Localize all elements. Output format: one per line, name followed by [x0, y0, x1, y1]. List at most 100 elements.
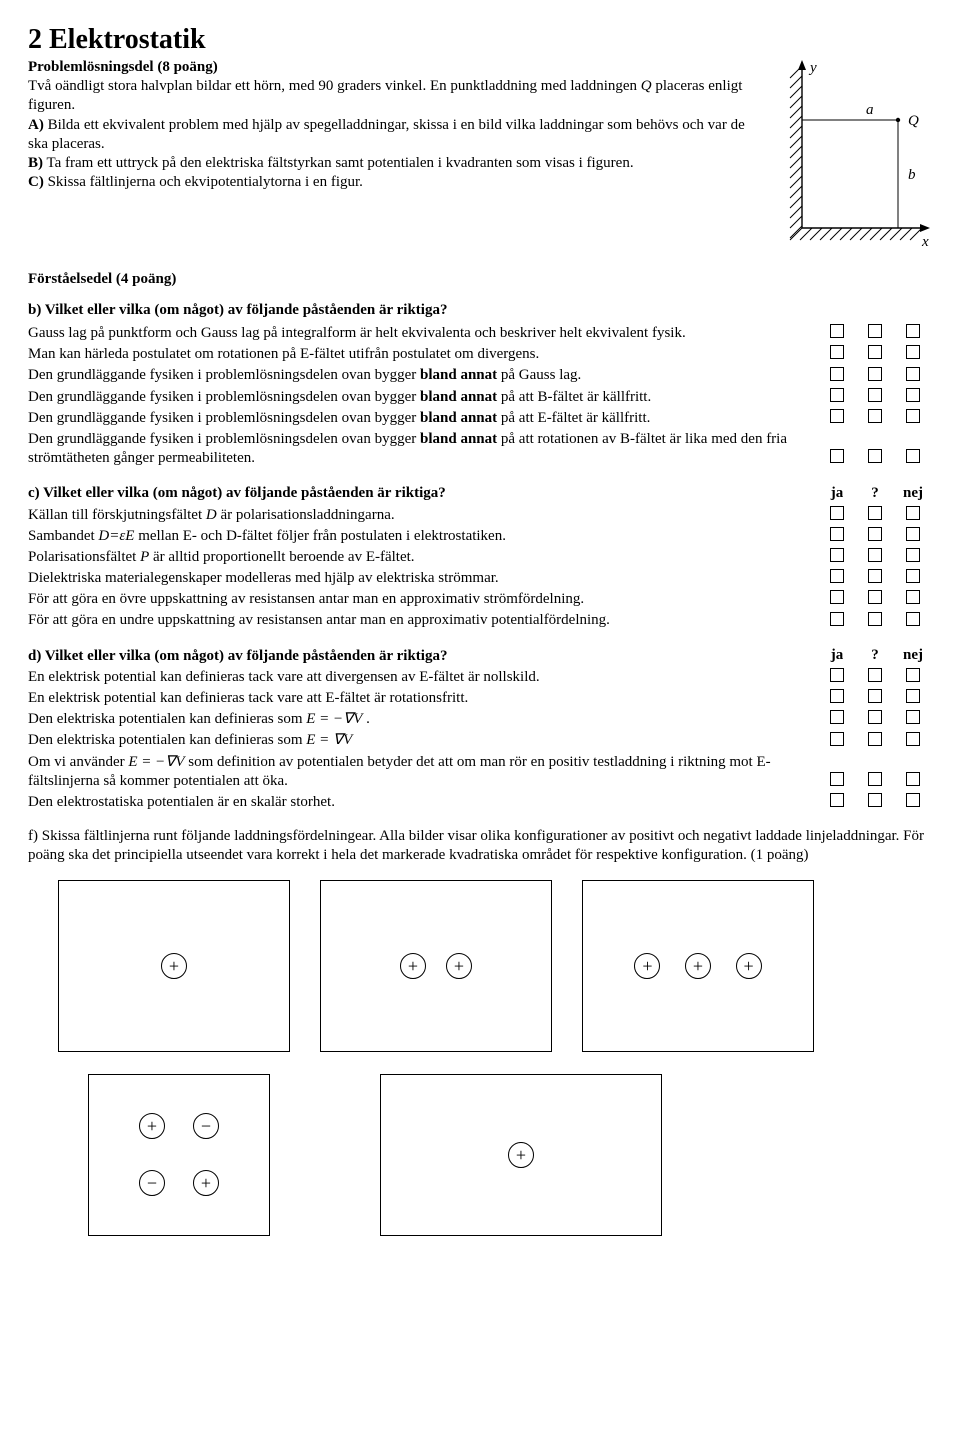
col-ja: ja: [818, 646, 856, 667]
checkbox-ja[interactable]: [830, 345, 844, 359]
checkbox-unsure[interactable]: [868, 612, 882, 626]
checkbox-unsure[interactable]: [868, 668, 882, 682]
minus-charge-icon: −: [193, 1113, 219, 1139]
checkbox-ja[interactable]: [830, 367, 844, 381]
plus-charge-icon: +: [736, 953, 762, 979]
statement: Man kan härleda postulatet om rotationen…: [28, 344, 818, 365]
checkbox-unsure[interactable]: [868, 324, 882, 338]
checkbox-unsure[interactable]: [868, 345, 882, 359]
checkbox-unsure[interactable]: [868, 793, 882, 807]
checkbox-ja[interactable]: [830, 388, 844, 402]
checkbox-unsure[interactable]: [868, 569, 882, 583]
checkbox-nej[interactable]: [906, 506, 920, 520]
checkbox-nej[interactable]: [906, 612, 920, 626]
config-box: ++: [320, 880, 552, 1052]
checkbox-unsure[interactable]: [868, 527, 882, 541]
checkbox-unsure[interactable]: [868, 689, 882, 703]
checkbox-nej[interactable]: [906, 569, 920, 583]
checkbox-unsure[interactable]: [868, 388, 882, 402]
statement: Den grundläggande fysiken i problemlösni…: [28, 387, 818, 408]
checkbox-unsure[interactable]: [868, 732, 882, 746]
checkbox-nej[interactable]: [906, 710, 920, 724]
plus-charge-icon: +: [446, 953, 472, 979]
plus-charge-icon: +: [634, 953, 660, 979]
problem-points: Problemlösningsdel (8 poäng): [28, 58, 754, 77]
config-box: +: [380, 1074, 662, 1236]
plus-charge-icon: +: [193, 1170, 219, 1196]
statement: Den elektrostatiska potentialen är en sk…: [28, 792, 818, 813]
checkbox-ja[interactable]: [830, 772, 844, 786]
statement: Den grundläggande fysiken i problemlösni…: [28, 408, 818, 429]
question-c-table: c) Vilket eller vilka (om något) av följ…: [28, 483, 932, 631]
forstaelse-heading: Förståelsedel (4 poäng): [28, 271, 932, 288]
checkbox-ja[interactable]: [830, 732, 844, 746]
checkbox-nej[interactable]: [906, 449, 920, 463]
statement: För att göra en övre uppskattning av res…: [28, 589, 818, 610]
checkbox-ja[interactable]: [830, 612, 844, 626]
checkbox-nej[interactable]: [906, 388, 920, 402]
plus-charge-icon: +: [508, 1142, 534, 1168]
checkbox-nej[interactable]: [906, 345, 920, 359]
problem-c-lead: C): [28, 174, 44, 190]
checkbox-ja[interactable]: [830, 590, 844, 604]
checkbox-ja[interactable]: [830, 710, 844, 724]
col-q: ?: [856, 646, 894, 667]
checkbox-nej[interactable]: [906, 409, 920, 423]
checkbox-unsure[interactable]: [868, 548, 882, 562]
checkbox-ja[interactable]: [830, 527, 844, 541]
statement: Gauss lag på punktform och Gauss lag på …: [28, 323, 818, 344]
problem-intro-1: Två oändligt stora halvplan bildar ett h…: [28, 78, 641, 94]
checkbox-ja[interactable]: [830, 793, 844, 807]
statement: En elektrisk potential kan definieras ta…: [28, 667, 818, 688]
svg-text:b: b: [908, 167, 916, 183]
statement: Polarisationsfältet P är alltid proporti…: [28, 547, 818, 568]
checkbox-unsure[interactable]: [868, 367, 882, 381]
col-ja: ja: [818, 483, 856, 504]
statement: För att göra en undre uppskattning av re…: [28, 610, 818, 631]
checkbox-ja[interactable]: [830, 689, 844, 703]
checkbox-unsure[interactable]: [868, 449, 882, 463]
checkbox-ja[interactable]: [830, 324, 844, 338]
plus-charge-icon: +: [400, 953, 426, 979]
col-nej: nej: [894, 483, 932, 504]
statement: Dielektriska materialegenskaper modeller…: [28, 568, 818, 589]
statement: Den grundläggande fysiken i problemlösni…: [28, 365, 818, 386]
checkbox-nej[interactable]: [906, 772, 920, 786]
statement: En elektrisk potential kan definieras ta…: [28, 688, 818, 709]
checkbox-nej[interactable]: [906, 590, 920, 604]
checkbox-nej[interactable]: [906, 732, 920, 746]
statement: Källan till förskjutningsfältet D är pol…: [28, 505, 818, 526]
question-d-table: d) Vilket eller vilka (om något) av följ…: [28, 646, 932, 814]
checkbox-ja[interactable]: [830, 569, 844, 583]
checkbox-unsure[interactable]: [868, 409, 882, 423]
checkbox-unsure[interactable]: [868, 506, 882, 520]
checkbox-ja[interactable]: [830, 409, 844, 423]
checkbox-ja[interactable]: [830, 449, 844, 463]
checkbox-nej[interactable]: [906, 668, 920, 682]
problem-intro-q: Q: [641, 78, 652, 94]
plus-charge-icon: +: [161, 953, 187, 979]
checkbox-unsure[interactable]: [868, 710, 882, 724]
checkbox-nej[interactable]: [906, 324, 920, 338]
config-box: +++: [582, 880, 814, 1052]
checkbox-ja[interactable]: [830, 506, 844, 520]
page-title: 2 Elektrostatik: [28, 24, 932, 56]
checkbox-nej[interactable]: [906, 367, 920, 381]
question-b-table: Gauss lag på punktform och Gauss lag på …: [28, 323, 932, 469]
config-box: +: [58, 880, 290, 1052]
problem-block: Problemlösningsdel (8 poäng) Två oändlig…: [28, 58, 754, 192]
checkbox-unsure[interactable]: [868, 772, 882, 786]
problem-a-text: Bilda ett ekvivalent problem med hjälp a…: [28, 117, 745, 152]
config-row-1: ++++++: [58, 880, 932, 1052]
checkbox-ja[interactable]: [830, 668, 844, 682]
config-row-2: +−−++: [88, 1074, 932, 1236]
checkbox-unsure[interactable]: [868, 590, 882, 604]
question-lead: d) Vilket eller vilka (om något) av följ…: [28, 648, 447, 664]
svg-text:y: y: [808, 60, 817, 76]
checkbox-nej[interactable]: [906, 548, 920, 562]
checkbox-ja[interactable]: [830, 548, 844, 562]
checkbox-nej[interactable]: [906, 793, 920, 807]
problem-b-text: Ta fram ett uttryck på den elektriska fä…: [43, 155, 634, 171]
checkbox-nej[interactable]: [906, 527, 920, 541]
checkbox-nej[interactable]: [906, 689, 920, 703]
